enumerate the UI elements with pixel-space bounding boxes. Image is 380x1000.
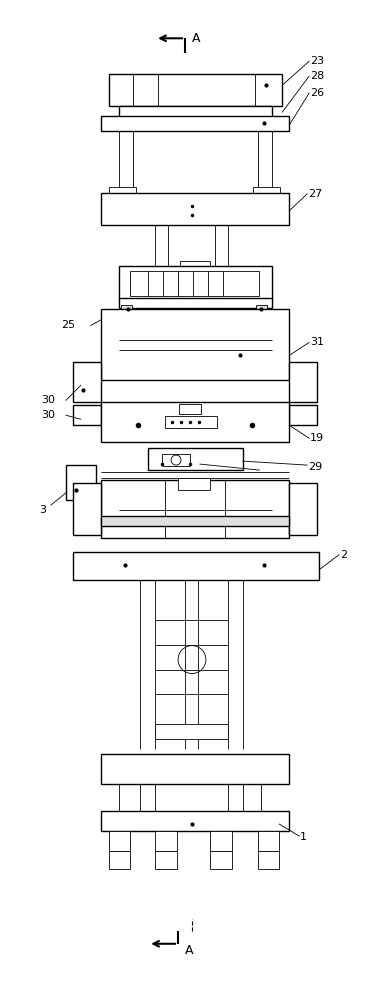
Bar <box>101 193 289 225</box>
Bar <box>289 405 317 425</box>
Text: 25: 25 <box>61 320 75 330</box>
Bar <box>73 405 101 425</box>
Bar <box>210 831 232 851</box>
Bar <box>109 851 130 869</box>
Bar <box>101 480 289 538</box>
Text: 28: 28 <box>310 71 325 81</box>
Bar <box>210 851 232 869</box>
Bar <box>109 74 282 106</box>
Bar <box>130 271 260 296</box>
Text: 31: 31 <box>310 337 324 347</box>
Bar <box>255 305 268 313</box>
Text: A: A <box>192 32 201 45</box>
Text: A: A <box>185 944 193 957</box>
Bar <box>109 831 130 851</box>
Text: 30: 30 <box>41 410 55 420</box>
Bar <box>180 261 210 271</box>
Bar <box>179 404 201 414</box>
Bar <box>155 831 177 851</box>
Bar <box>258 831 279 851</box>
Bar <box>73 362 101 402</box>
Text: 26: 26 <box>310 88 324 98</box>
Bar <box>289 362 317 402</box>
Bar <box>101 402 289 442</box>
Bar <box>101 516 289 526</box>
Bar <box>162 454 190 466</box>
Bar <box>258 851 279 869</box>
Text: 23: 23 <box>310 56 324 66</box>
Bar <box>109 187 136 205</box>
Text: 1: 1 <box>300 832 307 842</box>
Bar <box>101 811 289 831</box>
Bar <box>119 266 272 301</box>
Text: 27: 27 <box>308 189 322 199</box>
Text: 2: 2 <box>340 550 347 560</box>
Bar <box>119 106 272 118</box>
Bar <box>66 465 96 500</box>
Text: 19: 19 <box>310 433 324 443</box>
Bar <box>119 298 272 308</box>
Text: 29: 29 <box>308 462 322 472</box>
Bar <box>289 483 317 535</box>
Text: 3: 3 <box>39 505 46 515</box>
Bar <box>73 483 101 535</box>
Text: 30: 30 <box>41 395 55 405</box>
Bar <box>155 724 228 739</box>
Bar <box>101 116 289 131</box>
Bar <box>165 416 217 428</box>
Bar <box>148 448 242 470</box>
Bar <box>101 309 289 380</box>
Bar <box>73 552 319 580</box>
Bar <box>253 187 280 205</box>
Bar <box>155 851 177 869</box>
Bar <box>120 305 132 313</box>
Bar <box>178 478 210 490</box>
Bar <box>101 754 289 784</box>
